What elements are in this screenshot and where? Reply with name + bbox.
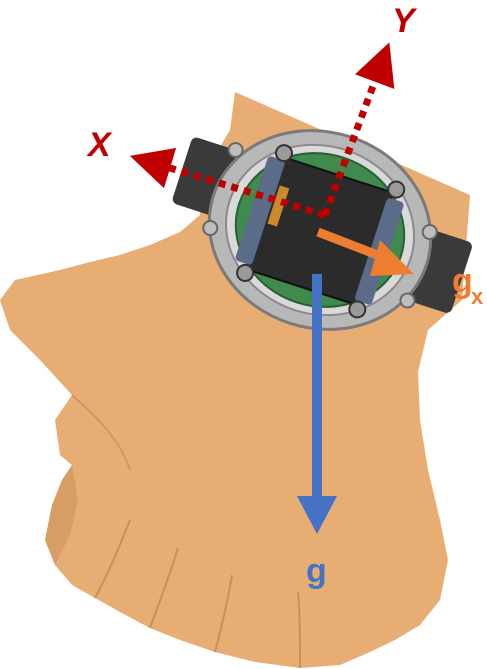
module-side-left [235,156,285,265]
lug-2 [202,219,219,236]
gx-arrow-head [370,240,414,276]
gravity-label: g [306,552,327,590]
g-arrow-head [297,496,337,534]
thumb-shadow [45,465,78,565]
gx-arrow-shaft [316,227,387,263]
screw-3 [236,263,255,282]
gx-label-subscript: x [471,284,484,309]
finger-line-2 [149,547,179,629]
gx-label-main: g [452,262,473,300]
lug-4 [399,292,416,309]
g-arrow-shaft [312,274,322,498]
screw-4 [348,300,367,319]
screw-1 [274,144,293,163]
x-axis-label: X [86,126,113,164]
x-axis-arrow [129,147,327,219]
lug-3 [421,224,438,241]
finger-line-4 [297,591,301,669]
gx-label: g x [452,262,484,309]
screw-2 [387,180,406,199]
y-axis-arrow [321,42,395,217]
y-axis-label: Y [392,2,418,40]
lug-1 [227,142,244,159]
finger-line-1 [94,519,131,599]
palm-crease [71,394,131,471]
finger-line-3 [214,574,233,653]
battery-tab [267,185,290,227]
